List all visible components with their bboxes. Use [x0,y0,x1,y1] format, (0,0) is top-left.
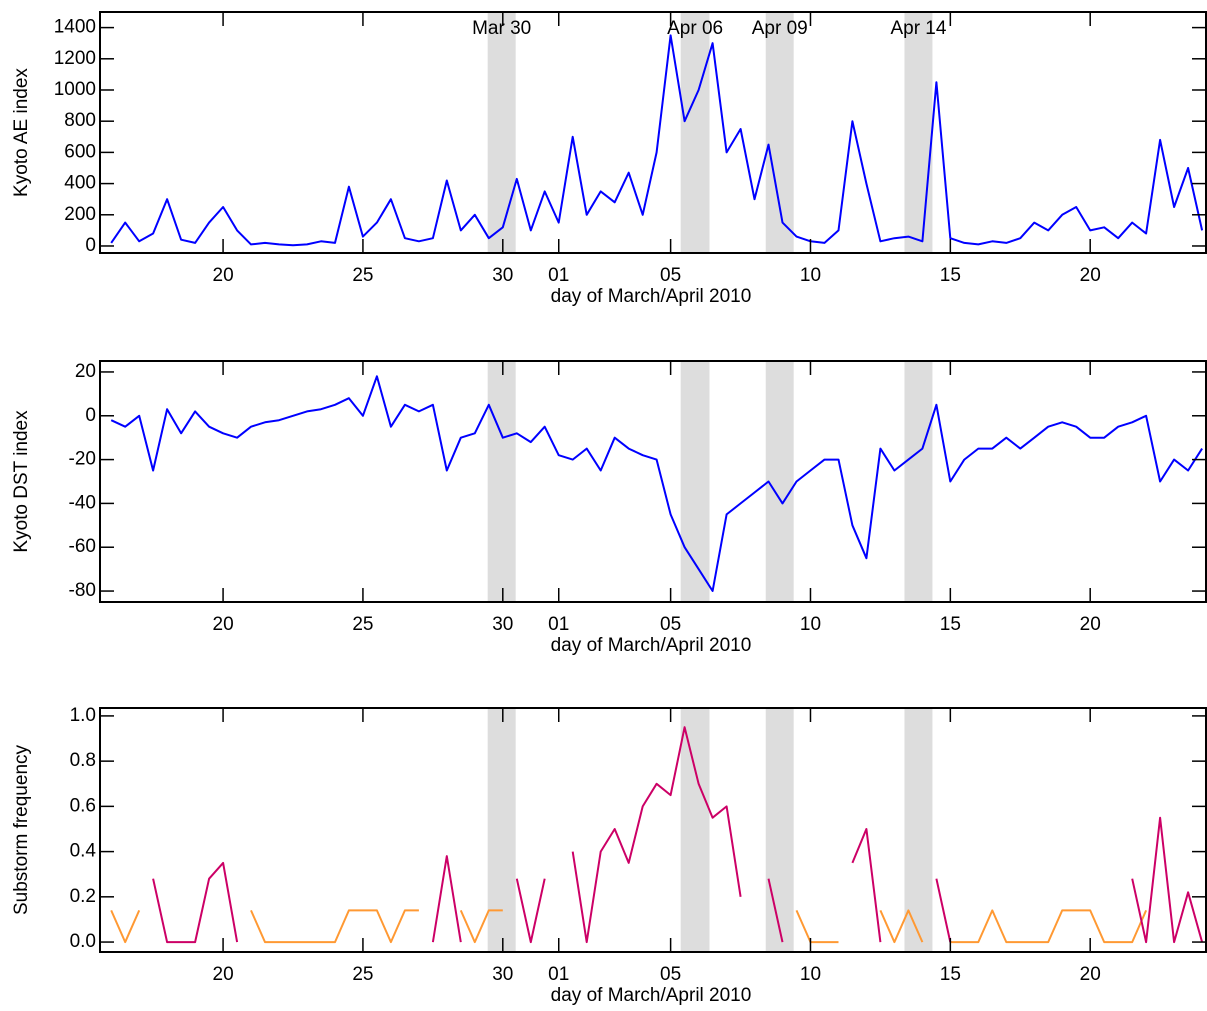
y-axis-label: Substorm frequency [11,744,32,915]
x-tick-label: 20 [213,265,234,286]
x-tick-label: 20 [213,964,234,985]
x-tick-label: 15 [940,614,961,635]
x-tick-label: 20 [1080,265,1101,286]
x-tick-label: 05 [660,265,681,286]
y-tick-label: 20 [75,361,96,382]
y-tick-label: 0.2 [70,886,96,907]
shaded-band [904,708,933,952]
x-tick-label: 15 [940,964,961,985]
x-tick-label: 05 [660,964,681,985]
y-tick-label: 0 [85,235,96,256]
x-tick-label: 01 [548,265,569,286]
x-tick-label: 20 [1080,964,1101,985]
shaded-band [680,708,710,952]
y-tick-label: 600 [64,141,96,162]
shaded-band [487,361,516,602]
x-tick-label: 15 [940,265,961,286]
data-line [152,726,1204,944]
x-tick-label: 10 [800,614,821,635]
x-tick-label: 25 [352,964,373,985]
x-tick-label: 20 [1080,614,1101,635]
x-tick-label: 25 [352,265,373,286]
x-tick-label: 20 [213,614,234,635]
data-line [110,909,1148,944]
shaded-band [765,708,794,952]
y-tick-label: 1000 [54,79,96,100]
x-tick-label: 01 [548,614,569,635]
band-label: Apr 14 [890,18,946,39]
band-label: Mar 30 [472,18,531,39]
shaded-band [765,361,794,602]
y-tick-label: -20 [69,449,96,470]
plot-frame [99,707,1207,953]
y-tick-label: 800 [64,110,96,131]
y-tick-label: 400 [64,173,96,194]
y-axis-label: Kyoto AE index [11,68,32,197]
x-tick-label: 25 [352,614,373,635]
x-axis-label: day of March/April 2010 [551,286,752,307]
band-label: Apr 09 [752,18,808,39]
y-tick-label: 0 [85,405,96,426]
x-tick-label: 30 [492,964,513,985]
y-tick-label: 1200 [54,48,96,69]
y-tick-label: 0.0 [70,931,96,952]
y-tick-label: 0.6 [70,795,96,816]
shaded-band [904,12,933,253]
x-tick-label: 01 [548,964,569,985]
y-tick-label: -40 [69,492,96,513]
y-tick-label: -60 [69,536,96,557]
data-line [110,375,1203,592]
shaded-band [680,12,710,253]
plot-frame [99,360,1207,603]
plot-frame [99,11,1207,254]
y-tick-label: 0.8 [70,750,96,771]
x-tick-label: 05 [660,614,681,635]
y-tick-label: 1400 [54,17,96,38]
x-tick-label: 10 [800,964,821,985]
y-axis-label: Kyoto DST index [11,410,32,553]
y-tick-label: 200 [64,204,96,225]
x-tick-label: 30 [492,265,513,286]
y-tick-label: 0.4 [70,841,97,862]
band-label: Apr 06 [667,18,723,39]
shaded-band [904,361,933,602]
shaded-band [487,12,516,253]
shaded-band [487,708,516,952]
data-line [110,34,1204,247]
y-tick-label: 1.0 [70,705,96,726]
x-tick-label: 30 [492,614,513,635]
y-tick-label: -80 [69,580,96,601]
x-axis-label: day of March/April 2010 [551,985,752,1006]
x-axis-label: day of March/April 2010 [551,635,752,656]
x-tick-label: 10 [800,265,821,286]
shaded-band [680,361,710,602]
shaded-band [765,12,794,253]
